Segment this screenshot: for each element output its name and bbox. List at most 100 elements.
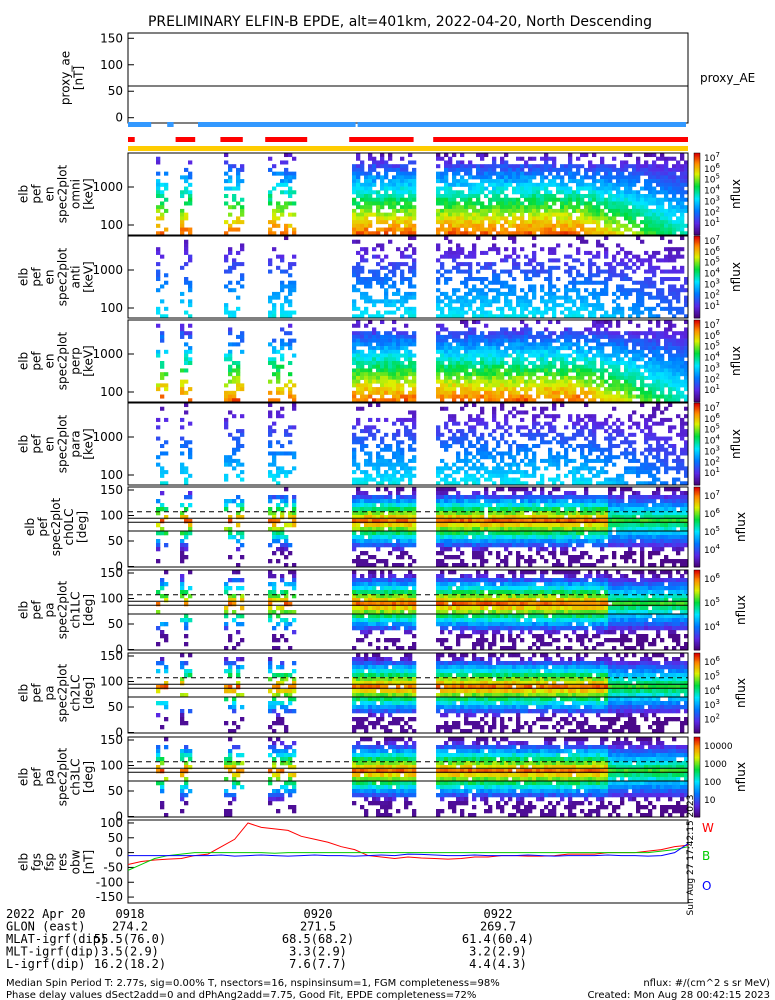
- energy-panel-3-cell: [652, 368, 657, 373]
- energy-panel-3-cell: [676, 387, 681, 392]
- energy-panel-3-cell: [616, 368, 621, 373]
- energy-panel-3-cell: [436, 342, 441, 347]
- energy-panel-1-cell: [536, 182, 541, 187]
- energy-panel-1-cell: [284, 205, 289, 210]
- energy-panel-2-cell: [652, 273, 657, 278]
- energy-panel-2-cell: [588, 262, 593, 267]
- energy-panel-1-cell: [412, 227, 417, 232]
- energy-panel-4-cell: [548, 429, 553, 434]
- energy-panel-3-cell: [544, 342, 549, 347]
- energy-panel-1-cell: [444, 153, 449, 158]
- energy-panel-3-cell: [360, 349, 365, 354]
- energy-panel-4-cell: [436, 429, 441, 434]
- energy-panel-1-cell: [560, 190, 565, 195]
- energy-panel-3-cell: [352, 398, 357, 403]
- energy-panel-3-cell: [288, 346, 293, 351]
- energy-panel-4-cell: [472, 466, 477, 471]
- energy-panel-3-cell: [236, 364, 241, 369]
- energy-panel-3-cell: [624, 338, 629, 343]
- energy-panel-3-cell: [560, 383, 565, 388]
- energy-panel-4-cell: [632, 455, 637, 460]
- energy-panel-2-cell: [656, 265, 661, 270]
- energy-panel-3-cell: [680, 372, 685, 377]
- energy-1-cbar-seg: [694, 225, 700, 228]
- energy-panel-2-cell: [636, 314, 641, 319]
- energy-panel-3-cell: [472, 379, 477, 384]
- energy-panel-2-cell: [664, 254, 669, 259]
- energy-panel-1-cell: [508, 175, 513, 180]
- energy-panel-3-cell: [268, 398, 273, 403]
- energy-panel-3-cell: [596, 331, 601, 336]
- energy-panel-3-cell: [460, 331, 465, 336]
- energy-panel-3-cell: [488, 331, 493, 336]
- energy-panel-3-cell: [404, 372, 409, 377]
- energy-panel-3-cell: [676, 349, 681, 354]
- energy-panel-1-cell: [544, 197, 549, 202]
- energy-panel-3-cell: [376, 353, 381, 358]
- energy-panel-3-cell: [660, 383, 665, 388]
- energy-panel-1-cell: [492, 190, 497, 195]
- energy-panel-1-cell: [600, 216, 605, 221]
- energy-panel-1-cell: [676, 167, 681, 172]
- energy-panel-3-cell: [488, 353, 493, 358]
- energy-panel-2-cell: [184, 239, 189, 244]
- energy-panel-3-cell: [680, 383, 685, 388]
- energy-panel-3-cell: [412, 361, 417, 366]
- energy-panel-3-cell: [388, 375, 393, 380]
- energy-panel-2-cell: [376, 243, 381, 248]
- energy-panel-1-cell: [536, 194, 541, 199]
- energy-panel-3-cell: [616, 342, 621, 347]
- energy-panel-1-cell: [268, 227, 273, 232]
- energy-panel-2-cell: [444, 314, 449, 319]
- energy-panel-1-cell: [408, 227, 413, 232]
- energy-panel-3-cell: [488, 364, 493, 369]
- energy-panel-1-cell: [500, 205, 505, 210]
- energy-panel-1-cell: [528, 179, 533, 184]
- energy-3-cbar-seg: [694, 396, 700, 399]
- energy-panel-3-cell: [640, 394, 645, 399]
- energy-panel-2-cell: [360, 265, 365, 270]
- energy-panel-3-cell: [544, 375, 549, 380]
- energy-panel-1-cell: [576, 197, 581, 202]
- energy-panel-3-cell: [512, 390, 517, 395]
- energy-panel-3-cell: [684, 368, 689, 373]
- energy-panel-4-cell: [276, 440, 281, 445]
- energy-3-cbar-seg: [694, 330, 700, 333]
- energy-panel-3-cell: [652, 349, 657, 354]
- energy-panel-1-cell: [436, 194, 441, 199]
- energy-panel-4-cell: [236, 429, 241, 434]
- energy-panel-3-cell: [492, 383, 497, 388]
- energy-panel-3-cell: [592, 353, 597, 358]
- energy-panel-2-cell: [284, 310, 289, 315]
- energy-panel-1-cell: [680, 179, 685, 184]
- energy-panel-3-cell: [500, 353, 505, 358]
- energy-panel-3-cell: [672, 398, 677, 403]
- energy-panel-1-cell: [508, 167, 513, 172]
- energy-panel-4-cell: [600, 425, 605, 430]
- energy-panel-4-cell: [588, 451, 593, 456]
- energy-panel-3-cell: [360, 387, 365, 392]
- energy-panel-1-cell: [232, 194, 237, 199]
- energy-panel-3-cell: [292, 338, 297, 343]
- energy-panel-1-cell: [280, 182, 285, 187]
- energy-panel-3-cell: [684, 342, 689, 347]
- energy-panel-4-cell: [500, 458, 505, 463]
- energy-panel-4-cell: [628, 432, 633, 437]
- energy-panel-3-cell: [588, 368, 593, 373]
- energy-panel-1-cell: [624, 201, 629, 206]
- energy-panel-2-cell: [496, 291, 501, 296]
- energy-panel-1-cell: [528, 175, 533, 180]
- energy-panel-4-cell: [624, 440, 629, 445]
- energy-panel-3-cell: [404, 334, 409, 339]
- energy-panel-4-cell: [272, 473, 277, 478]
- energy-panel-1-cell: [412, 171, 417, 176]
- energy-panel-3-cell: [472, 394, 477, 399]
- energy-panel-3-cell: [452, 334, 457, 339]
- energy-panel-4-cell: [360, 436, 365, 441]
- energy-panel-1-cell: [500, 182, 505, 187]
- energy-panel-2-cell: [472, 243, 477, 248]
- energy-3-cbar-seg: [694, 378, 700, 381]
- energy-panel-1-cell: [496, 175, 501, 180]
- energy-panel-3-cell: [188, 323, 193, 328]
- energy-panel-2-cell: [604, 314, 609, 319]
